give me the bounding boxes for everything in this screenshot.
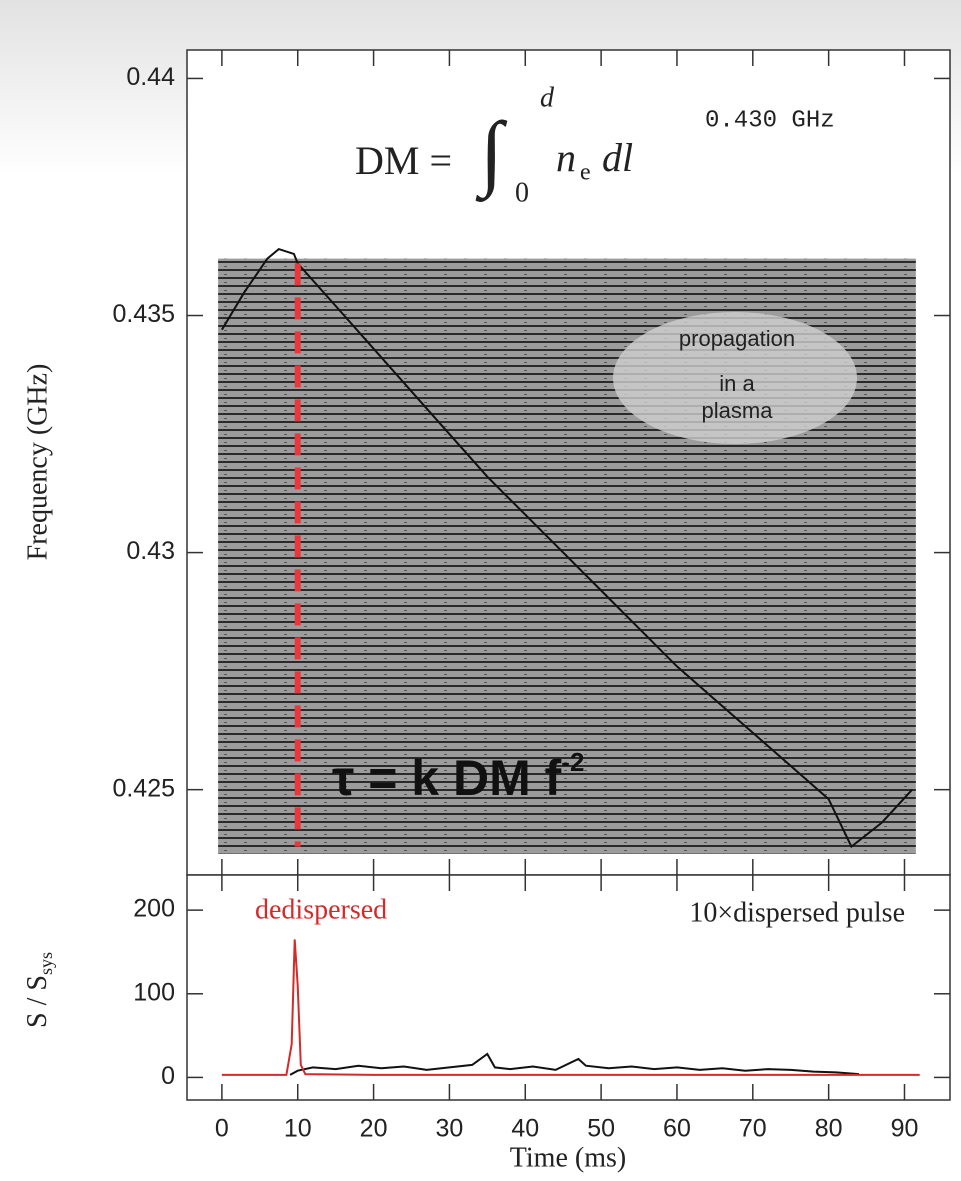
x-tick-label: 20: [360, 1115, 388, 1143]
formula-integral: ∫: [475, 105, 508, 202]
x-tick-label: 70: [739, 1115, 767, 1143]
delay-text: τ = k DM f: [332, 750, 562, 806]
x-tick-label: 90: [891, 1115, 919, 1143]
bubble: [613, 312, 857, 444]
y-tick-label: 0.435: [112, 300, 175, 328]
panel-label: dedispersed: [255, 894, 387, 925]
y-axis-label: S / Ssys: [22, 952, 56, 1028]
formula-integrand: n: [556, 135, 576, 180]
bubble-line: plasma: [702, 398, 774, 423]
bubble-line: propagation: [679, 326, 795, 351]
x-tick-label: 40: [511, 1115, 539, 1143]
y-tick-label: 200: [133, 895, 175, 923]
x-tick-label: 10: [284, 1115, 312, 1143]
series-line: [221, 247, 913, 849]
y-label-subscript: sys: [36, 952, 56, 975]
series-line: [221, 939, 920, 1076]
y-tick-label: 0.43: [126, 537, 175, 565]
formula-differential: dl: [602, 135, 633, 180]
x-tick-label: 60: [663, 1115, 691, 1143]
formula-lhs: DM =: [355, 138, 452, 183]
formula-lower: 0: [515, 177, 529, 208]
y-tick-label: 0: [161, 1062, 175, 1090]
formula-subscript: e: [580, 160, 591, 186]
series-line: [289, 1052, 860, 1076]
y-label-text: S / S: [22, 975, 53, 1028]
formula-upper: d: [540, 82, 555, 113]
delay-superscript: -2: [561, 747, 584, 777]
x-tick-label: 80: [815, 1115, 843, 1143]
y-axis-label: Frequency (GHz): [22, 364, 53, 561]
bubble-line: in a: [719, 371, 755, 396]
formula-box: [343, 80, 682, 215]
panel-frame: [186, 874, 951, 1101]
x-tick-label: 30: [436, 1115, 464, 1143]
x-axis-label: Time (ms): [510, 1142, 626, 1173]
x-tick-label: 0: [215, 1115, 229, 1143]
band-label: 0.430 GHz: [705, 107, 835, 134]
y-tick-label: 0.425: [112, 774, 175, 802]
x-tick-label: 50: [587, 1115, 615, 1143]
panel-label: 10×dispersed pulse: [689, 897, 905, 928]
delay-formula: τ = k DM f-2: [332, 747, 584, 806]
y-tick-label: 0.44: [126, 63, 175, 91]
y-tick-label: 100: [133, 978, 175, 1006]
